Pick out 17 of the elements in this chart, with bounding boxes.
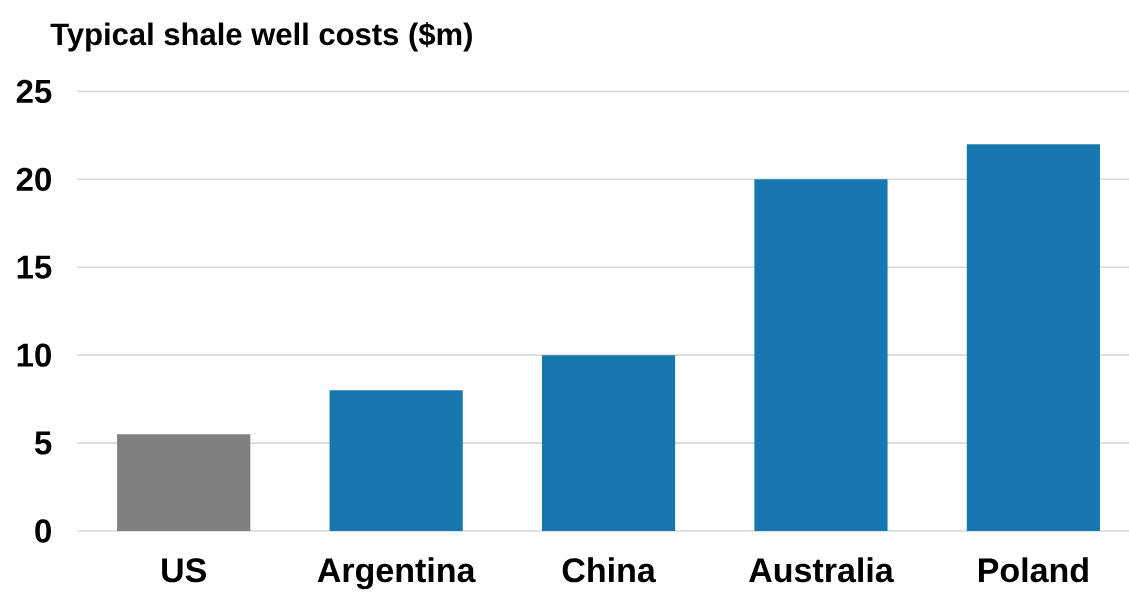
x-tick-label: Argentina bbox=[317, 557, 476, 590]
y-tick-label: 15 bbox=[17, 255, 52, 279]
x-tick-label: China bbox=[562, 557, 657, 583]
bar bbox=[754, 179, 888, 531]
bar bbox=[966, 144, 1100, 531]
y-tick-label: 10 bbox=[17, 343, 51, 367]
bar bbox=[117, 434, 251, 531]
bar bbox=[541, 355, 676, 531]
bar bbox=[329, 390, 463, 531]
chart-title: Typical shale well costs ($m) bbox=[50, 21, 472, 52]
x-tick-label: Australia bbox=[749, 557, 894, 583]
x-tick-label: US bbox=[162, 558, 206, 583]
y-tick-label: 20 bbox=[16, 167, 51, 191]
y-tick-label: 5 bbox=[34, 431, 52, 455]
y-tick-label: 25 bbox=[16, 79, 52, 104]
y-tick-label: 0 bbox=[35, 519, 51, 543]
x-tick-label: Poland bbox=[979, 557, 1088, 583]
